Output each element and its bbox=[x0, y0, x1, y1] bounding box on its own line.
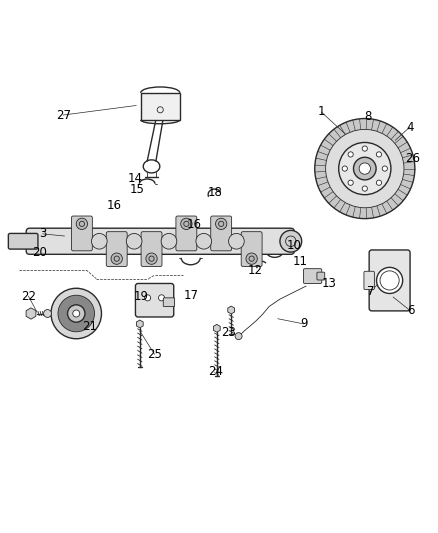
Circle shape bbox=[235, 333, 242, 340]
Circle shape bbox=[325, 130, 404, 208]
Text: 16: 16 bbox=[186, 218, 201, 231]
Text: 7: 7 bbox=[367, 285, 374, 298]
Circle shape bbox=[229, 233, 244, 249]
FancyBboxPatch shape bbox=[176, 216, 197, 251]
Circle shape bbox=[362, 146, 367, 151]
Circle shape bbox=[51, 288, 102, 339]
Text: 1: 1 bbox=[318, 106, 325, 118]
Circle shape bbox=[353, 157, 376, 180]
Polygon shape bbox=[213, 325, 220, 332]
Text: 10: 10 bbox=[286, 239, 301, 252]
Polygon shape bbox=[228, 306, 235, 314]
Text: 27: 27 bbox=[56, 109, 71, 122]
FancyBboxPatch shape bbox=[141, 232, 162, 266]
Text: 23: 23 bbox=[221, 326, 236, 339]
FancyBboxPatch shape bbox=[317, 272, 325, 280]
Text: 8: 8 bbox=[364, 110, 371, 123]
FancyBboxPatch shape bbox=[304, 269, 322, 284]
Circle shape bbox=[362, 186, 367, 191]
Circle shape bbox=[92, 233, 107, 249]
Circle shape bbox=[280, 230, 302, 252]
Circle shape bbox=[342, 166, 347, 171]
Text: 13: 13 bbox=[321, 277, 336, 289]
Text: 11: 11 bbox=[293, 255, 308, 268]
Text: 26: 26 bbox=[405, 152, 420, 165]
Text: 24: 24 bbox=[208, 365, 223, 378]
Circle shape bbox=[126, 233, 142, 249]
Circle shape bbox=[145, 295, 151, 301]
Text: 21: 21 bbox=[82, 320, 97, 333]
Text: 12: 12 bbox=[247, 264, 262, 277]
FancyBboxPatch shape bbox=[241, 232, 262, 266]
FancyBboxPatch shape bbox=[369, 250, 410, 311]
Text: 22: 22 bbox=[21, 289, 36, 303]
Circle shape bbox=[377, 268, 403, 294]
Text: 16: 16 bbox=[106, 199, 121, 212]
Circle shape bbox=[382, 166, 388, 171]
Circle shape bbox=[159, 295, 165, 301]
Circle shape bbox=[376, 152, 381, 157]
Circle shape bbox=[58, 295, 95, 332]
FancyBboxPatch shape bbox=[26, 228, 294, 254]
Text: 25: 25 bbox=[147, 348, 162, 361]
FancyBboxPatch shape bbox=[163, 298, 175, 306]
FancyBboxPatch shape bbox=[106, 232, 127, 266]
Text: 3: 3 bbox=[39, 228, 46, 240]
FancyBboxPatch shape bbox=[141, 93, 180, 120]
Text: 19: 19 bbox=[134, 289, 149, 303]
Circle shape bbox=[67, 305, 85, 322]
FancyBboxPatch shape bbox=[364, 271, 374, 289]
Circle shape bbox=[196, 233, 212, 249]
Text: 18: 18 bbox=[208, 186, 223, 199]
FancyBboxPatch shape bbox=[71, 216, 92, 251]
Circle shape bbox=[215, 218, 227, 230]
Text: 14: 14 bbox=[128, 172, 143, 185]
Circle shape bbox=[44, 310, 51, 318]
Polygon shape bbox=[136, 320, 143, 328]
Text: 15: 15 bbox=[130, 182, 145, 196]
Circle shape bbox=[359, 163, 371, 174]
Circle shape bbox=[348, 180, 353, 185]
Circle shape bbox=[181, 218, 192, 230]
Circle shape bbox=[161, 233, 177, 249]
FancyBboxPatch shape bbox=[211, 216, 232, 251]
Circle shape bbox=[246, 253, 257, 264]
Polygon shape bbox=[26, 308, 36, 319]
Circle shape bbox=[339, 142, 391, 195]
FancyBboxPatch shape bbox=[8, 233, 38, 249]
Text: 6: 6 bbox=[407, 304, 414, 317]
Text: 17: 17 bbox=[184, 289, 199, 302]
Circle shape bbox=[376, 180, 381, 185]
Circle shape bbox=[111, 253, 122, 264]
Circle shape bbox=[315, 118, 415, 219]
Text: 20: 20 bbox=[32, 246, 47, 259]
Text: 9: 9 bbox=[300, 318, 307, 330]
Text: 4: 4 bbox=[406, 121, 413, 134]
Circle shape bbox=[146, 253, 157, 264]
Circle shape bbox=[348, 152, 353, 157]
Circle shape bbox=[76, 218, 88, 230]
Circle shape bbox=[73, 310, 80, 317]
FancyBboxPatch shape bbox=[135, 284, 174, 317]
